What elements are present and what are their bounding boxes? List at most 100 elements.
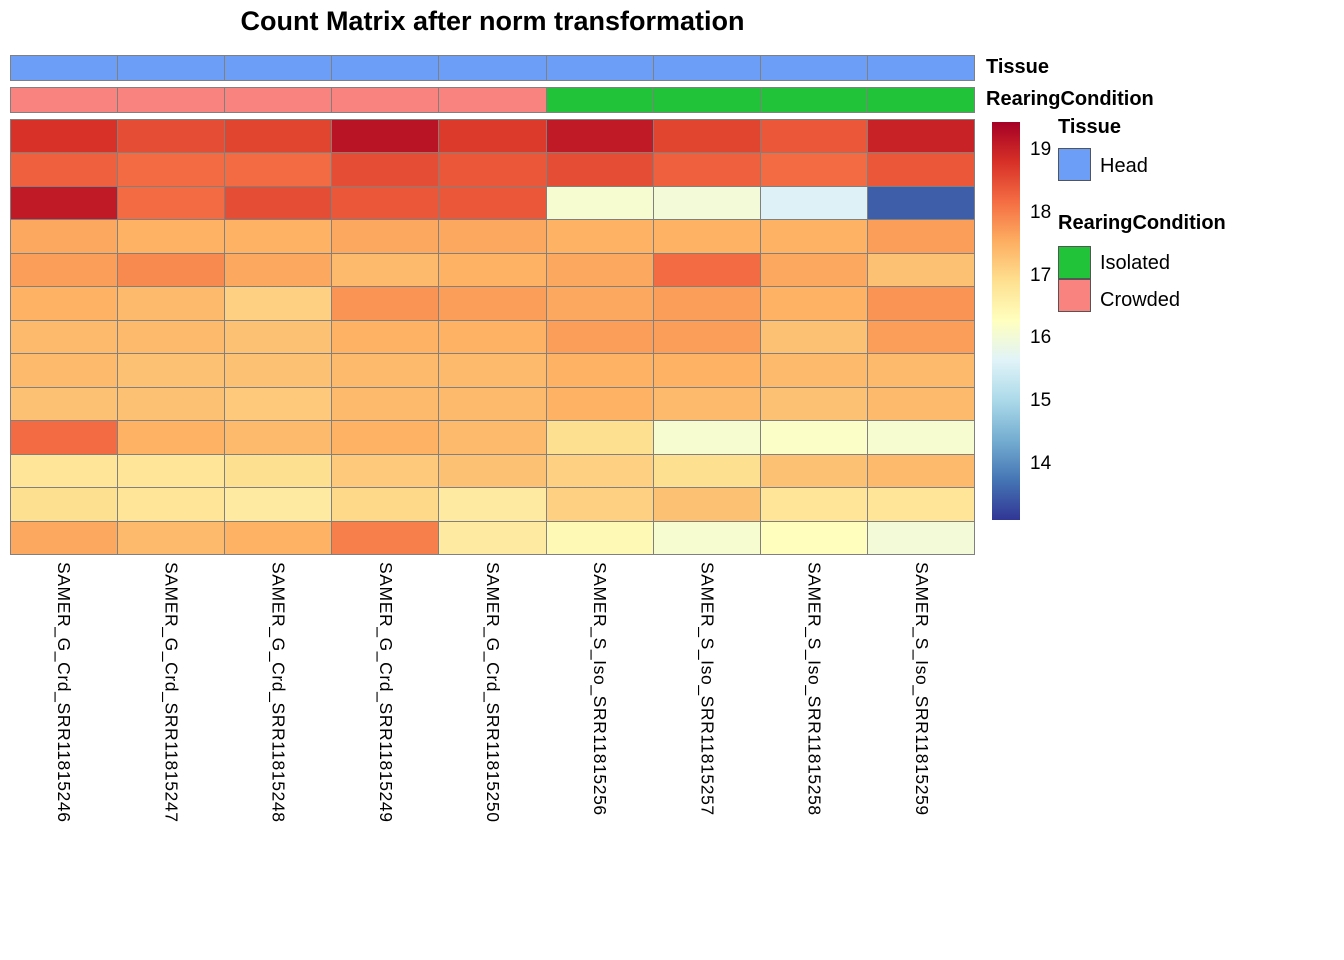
heatmap-cell xyxy=(118,387,225,421)
heatmap-cell xyxy=(118,454,225,488)
heatmap-cell xyxy=(225,421,332,454)
annotation-cell xyxy=(867,88,974,112)
heatmap-cell xyxy=(439,387,546,421)
heatmap-cell xyxy=(118,320,225,354)
legend-crowded-label: Crowded xyxy=(1100,289,1181,311)
heatmap-cell xyxy=(118,521,225,554)
heatmap-cell xyxy=(867,186,974,220)
annotation-cell xyxy=(653,88,760,112)
heatmap-cell xyxy=(11,120,118,153)
heatmap-cell xyxy=(118,153,225,186)
heatmap-cell xyxy=(11,421,118,454)
heatmap-cell xyxy=(867,287,974,320)
heatmap-cell xyxy=(546,153,653,186)
tissue-annotation-label: Tissue xyxy=(986,56,1049,78)
heatmap-cell xyxy=(11,387,118,421)
heatmap-cell xyxy=(439,120,546,153)
heatmap-cell xyxy=(225,287,332,320)
heatmap-cell xyxy=(546,421,653,454)
column-label: SAMER_G_Crd_SRR11815249 xyxy=(375,562,396,823)
annotation-cell xyxy=(760,56,867,80)
annotation-cell xyxy=(11,88,118,112)
annotation-cell xyxy=(332,88,439,112)
legend-crowded-swatch xyxy=(1058,279,1091,312)
heatmap-cell xyxy=(332,488,439,521)
annotation-cell xyxy=(225,56,332,80)
heatmap-cell xyxy=(760,220,867,253)
heatmap-cell xyxy=(118,120,225,153)
legend-isolated-swatch xyxy=(1058,246,1091,279)
column-label: SAMER_S_Iso_SRR11815258 xyxy=(804,562,825,816)
heatmap-cell xyxy=(760,488,867,521)
heatmap-cell xyxy=(760,421,867,454)
heatmap-cell xyxy=(653,421,760,454)
heatmap-cell xyxy=(653,186,760,220)
heatmap-cell xyxy=(332,387,439,421)
heatmap-cell xyxy=(439,220,546,253)
column-label: SAMER_G_Crd_SRR11815250 xyxy=(482,562,503,823)
column-label: SAMER_G_Crd_SRR11815247 xyxy=(161,562,182,823)
column-label: SAMER_G_Crd_SRR11815248 xyxy=(268,562,289,823)
heatmap-cell xyxy=(11,287,118,320)
annotation-cell xyxy=(118,56,225,80)
heatmap-cell xyxy=(546,120,653,153)
heatmap-cell xyxy=(332,253,439,287)
heatmap-cell xyxy=(546,253,653,287)
heatmap-cell xyxy=(760,120,867,153)
heatmap-cell xyxy=(546,186,653,220)
heatmap-cell xyxy=(653,120,760,153)
annotation-cell xyxy=(439,56,546,80)
heatmap-cell xyxy=(439,320,546,354)
colorbar-tick-label: 16 xyxy=(1030,327,1052,349)
heatmap-cell xyxy=(760,153,867,186)
colorbar-tick-label: 19 xyxy=(1030,139,1052,161)
heatmap-cell xyxy=(439,488,546,521)
column-label: SAMER_G_Crd_SRR11815246 xyxy=(54,562,75,823)
heatmap-cell xyxy=(118,287,225,320)
heatmap-cell xyxy=(118,186,225,220)
legend-tissue-title: Tissue xyxy=(1058,116,1121,138)
annotation-cell xyxy=(760,88,867,112)
heatmap-cell xyxy=(225,320,332,354)
heatmap-cell xyxy=(225,387,332,421)
heatmap-cell xyxy=(225,488,332,521)
heatmap-cell xyxy=(653,320,760,354)
heatmap-cell xyxy=(118,354,225,387)
legend-head-swatch xyxy=(1058,148,1091,181)
heatmap-cell xyxy=(653,354,760,387)
heatmap-cell xyxy=(11,354,118,387)
heatmap-cell xyxy=(439,153,546,186)
legend-head-label: Head xyxy=(1100,155,1148,177)
heatmap-cell xyxy=(546,354,653,387)
heatmap-cell xyxy=(225,186,332,220)
legend-isolated-label: Isolated xyxy=(1100,252,1171,274)
heatmap-cell xyxy=(653,521,760,554)
annotation-cell xyxy=(867,56,974,80)
heatmap-cell xyxy=(760,521,867,554)
heatmap-cell xyxy=(225,354,332,387)
column-label: SAMER_S_Iso_SRR11815257 xyxy=(697,562,718,816)
heatmap-cell xyxy=(546,488,653,521)
heatmap-cell xyxy=(11,220,118,253)
heatmap-cell xyxy=(760,320,867,354)
heatmap-cell xyxy=(867,521,974,554)
annotation-cell xyxy=(332,56,439,80)
heatmap-cell xyxy=(11,488,118,521)
page-title: Count Matrix after norm transformation xyxy=(240,6,745,36)
heatmap-cell xyxy=(867,320,974,354)
heatmap-cell xyxy=(546,220,653,253)
heatmap-cell xyxy=(653,387,760,421)
heatmap-cell xyxy=(867,454,974,488)
heatmap-cell xyxy=(760,354,867,387)
heatmap-cell xyxy=(867,421,974,454)
heatmap-cell xyxy=(867,120,974,153)
heatmap-cell xyxy=(118,421,225,454)
heatmap-cell xyxy=(546,387,653,421)
color-scale-bar xyxy=(992,122,1020,520)
annotation-cell xyxy=(11,56,118,80)
column-labels: SAMER_G_Crd_SRR11815246 SAMER_G_Crd_SRR11… xyxy=(10,562,975,954)
heatmap-cell xyxy=(11,521,118,554)
rearing-condition-annotation-bar xyxy=(10,87,975,113)
colorbar-tick-label: 18 xyxy=(1030,201,1052,223)
heatmap-cell xyxy=(439,521,546,554)
